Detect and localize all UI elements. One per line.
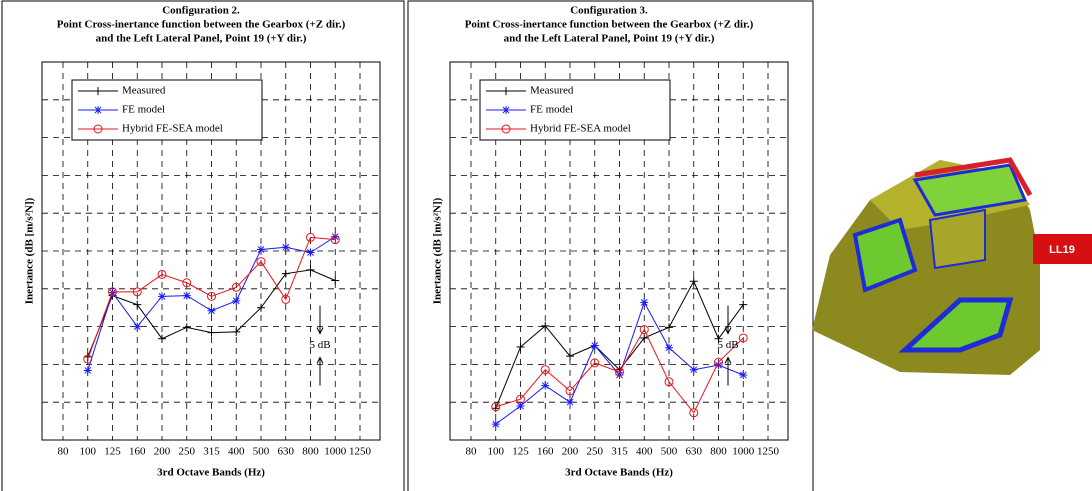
marker (183, 323, 191, 331)
x-tick-label: 100 (488, 446, 505, 458)
x-tick-label: 160 (129, 446, 146, 458)
marker (492, 420, 500, 428)
x-tick-label: 1000 (732, 446, 755, 458)
marker (739, 301, 747, 309)
x-tick-label: 125 (104, 446, 121, 458)
marker (208, 307, 216, 315)
marker (94, 106, 102, 114)
x-tick-label: 500 (253, 446, 270, 458)
x-tick-label: 800 (710, 446, 727, 458)
legend-label: Measured (530, 85, 574, 97)
panel-frame (2, 1, 404, 491)
x-tick-label: 125 (512, 446, 529, 458)
legend-label: Measured (122, 85, 166, 97)
model-image (812, 160, 1040, 375)
chart-title: Configuration 2. (162, 5, 240, 17)
x-tick-label: 80 (466, 446, 478, 458)
chart-subtitle: Point Cross-inertance function between t… (57, 19, 346, 31)
y-axis-label: Inertance (dB [m/s²N]) (24, 197, 36, 304)
series-line (496, 281, 744, 408)
marker (257, 245, 265, 253)
scale-label: 5 dB (309, 339, 330, 351)
image-label: LL19 (1049, 244, 1075, 256)
figure: LL19 Configuration 2. Point Cross-inertan… (0, 0, 1092, 491)
x-tick-label: 800 (302, 446, 319, 458)
x-tick-label: 200 (562, 446, 579, 458)
marker (282, 270, 290, 278)
x-tick-label: 200 (154, 446, 171, 458)
chart-subtitle: Point Cross-inertance function between t… (465, 19, 754, 31)
legend-label: FE model (530, 104, 573, 116)
x-tick-label: 630 (686, 446, 703, 458)
x-tick-label: 100 (80, 446, 97, 458)
marker (640, 298, 648, 306)
x-tick-label: 630 (278, 446, 295, 458)
x-tick-label: 1250 (757, 446, 780, 458)
marker (690, 366, 698, 374)
panel-frame (408, 1, 813, 491)
x-tick-label: 250 (587, 446, 604, 458)
x-tick-label: 400 (228, 446, 245, 458)
x-tick-label: 1250 (349, 446, 372, 458)
scale-label: 5 dB (717, 339, 738, 351)
x-tick-label: 500 (661, 446, 678, 458)
marker (84, 366, 92, 374)
marker (307, 249, 315, 257)
legend-label: FE model (122, 104, 165, 116)
legend-label: Hybrid FE-SEA model (530, 123, 631, 135)
x-tick-label: 400 (636, 446, 653, 458)
x-tick-label: 1000 (324, 446, 347, 458)
x-tick-label: 250 (179, 446, 196, 458)
chart-subtitle: and the Left Lateral Panel, Point 19 (+Y… (96, 33, 307, 45)
legend-label: Hybrid FE-SEA model (122, 123, 223, 135)
marker (591, 342, 599, 350)
x-axis-label: 3rd Octave Bands (Hz) (157, 467, 265, 479)
y-axis-label: Inertance (dB [m/s²N]) (432, 197, 444, 304)
marker (541, 382, 549, 390)
marker (282, 243, 290, 251)
marker (665, 323, 673, 331)
marker (665, 344, 673, 352)
marker (566, 398, 574, 406)
marker (232, 297, 240, 305)
chart-title: Configuration 3. (570, 5, 648, 17)
marker (133, 323, 141, 331)
x-tick-label: 160 (537, 446, 554, 458)
x-tick-label: 315 (203, 446, 220, 458)
marker (133, 301, 141, 309)
marker (690, 277, 698, 285)
marker (502, 106, 510, 114)
marker (183, 292, 191, 300)
chart-subtitle: and the Left Lateral Panel, Point 19 (+Y… (504, 33, 715, 45)
marker (208, 329, 216, 337)
marker (158, 292, 166, 300)
marker (307, 266, 315, 274)
marker (158, 335, 166, 343)
marker (331, 276, 339, 284)
x-axis-label: 3rd Octave Bands (Hz) (565, 467, 673, 479)
x-tick-label: 80 (58, 446, 70, 458)
marker (739, 371, 747, 379)
x-tick-label: 315 (611, 446, 628, 458)
